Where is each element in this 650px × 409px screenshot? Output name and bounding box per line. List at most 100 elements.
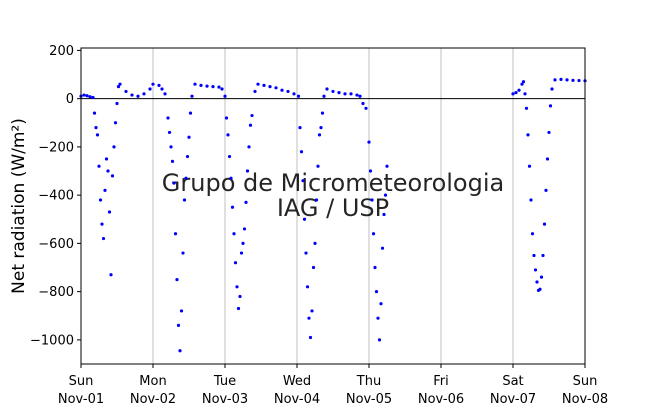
data-point [175,277,179,282]
data-point [544,188,548,192]
data-point [379,302,383,306]
data-point [106,169,110,173]
data-point [181,251,185,255]
data-point [530,232,535,236]
y-tick-label: −1000 [30,333,74,348]
data-point [109,273,113,277]
data-point [364,106,368,110]
data-point [331,89,335,94]
data-point [308,335,313,340]
y-tick-label: −800 [38,285,74,300]
day-gridlines [152,48,514,364]
data-point [95,133,100,137]
data-point [227,154,232,159]
data-point [85,94,89,98]
data-point [151,82,155,86]
x-tick-label-day: Sun [69,374,94,389]
y-tick-label: −600 [38,237,74,252]
data-point [527,164,532,168]
data-point [179,309,184,313]
data-point [310,309,314,313]
data-point [274,86,278,90]
data-point [236,306,241,311]
data-point [248,123,253,127]
data-point [520,82,524,86]
data-point [374,290,379,294]
data-point [383,193,388,197]
x-tick-label-day: Sun [573,374,598,389]
data-point [565,78,569,82]
data-point [238,294,242,299]
data-point [148,87,152,91]
data-point [241,241,245,245]
data-point [190,94,194,98]
data-point [380,246,385,250]
data-point [296,94,301,98]
data-point [98,198,103,202]
data-point [184,176,188,180]
data-point [94,126,98,130]
data-point [538,287,542,291]
data-point [553,78,557,82]
data-point [304,251,308,255]
data-point [529,198,533,202]
data-point [313,241,317,245]
y-axis-label: Net radiation (W/m²) [9,118,29,294]
data-point [299,150,304,154]
x-tick-label-date: Nov-08 [562,392,608,407]
x-tick-label-day: Fri [433,374,449,389]
data-point [539,275,544,279]
data-point [317,133,322,137]
data-point [245,169,250,173]
x-tick-label-date: Nov-03 [202,392,248,407]
data-point [302,217,307,221]
data-point [376,316,380,320]
data-point [532,253,536,258]
data-point [320,111,325,115]
data-point [223,94,227,98]
data-point [112,145,116,149]
plot-frame [80,47,586,365]
data-point [370,198,374,202]
x-tick-label-date: Nov-04 [274,392,320,407]
data-point [91,95,95,100]
data-point [316,164,320,168]
data-point [292,92,296,96]
data-point [166,116,170,120]
data-point [577,78,581,83]
data-point [307,316,311,320]
data-point [550,87,554,91]
data-point [160,87,164,91]
data-point [314,198,319,202]
data-point [118,82,122,86]
y-tick-label: 0 [66,92,74,107]
data-point [247,145,251,149]
x-tick-label-day: Thu [356,374,381,389]
data-point [232,232,236,236]
watermark-line-1: Grupo de Micrometeorologia [162,169,504,197]
data-point [262,83,266,87]
data-point [301,179,305,183]
x-tick-label-day: Sat [502,374,523,389]
data-point [142,92,146,96]
data-point [88,95,92,99]
data-point [205,84,209,88]
data-point [355,93,359,97]
data-point [526,133,530,137]
plot-area [81,48,585,364]
data-point [280,88,284,92]
data-point [173,232,178,236]
data-point [115,101,119,106]
data-point [559,77,563,81]
data-point [517,88,521,92]
watermark: Grupo de Micrometeorologia IAG / USP [162,169,504,222]
data-point [305,285,310,289]
data-point [325,87,329,91]
data-point [268,85,272,89]
data-point [163,92,167,96]
data-point [100,222,104,226]
data-point [116,85,121,89]
data-point [130,93,134,97]
data-point [182,198,187,202]
